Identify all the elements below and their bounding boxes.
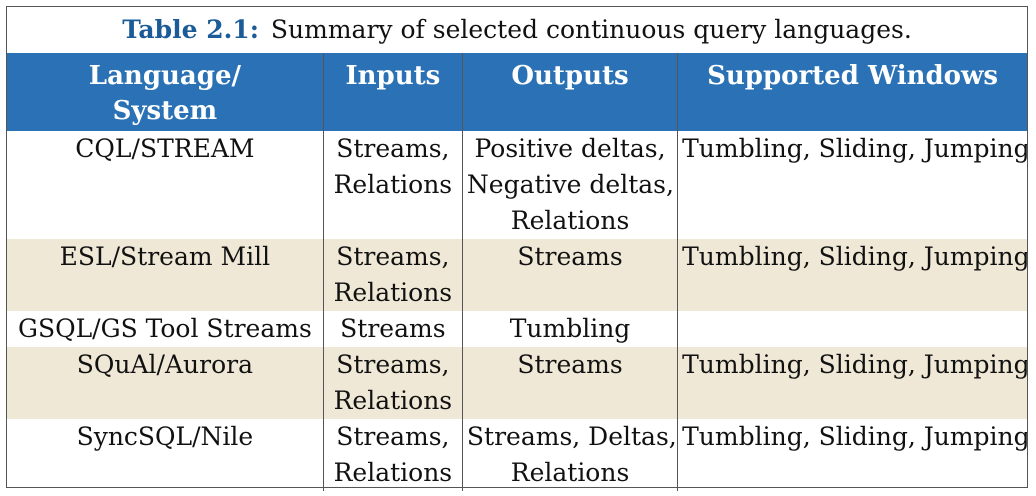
cell-inputs-line: Relations — [333, 278, 453, 307]
cell-outputs-line: Relations — [510, 206, 630, 235]
cell-language: GSQL/GS Tool Streams — [17, 314, 312, 343]
cell-inputs-line: Streams, — [336, 134, 450, 163]
cell-outputs-line: Streams — [517, 242, 623, 271]
table-frame: Table 2.1: Summary of selected continuou… — [6, 6, 1028, 491]
cell-inputs-line: Streams — [340, 314, 446, 343]
cell-outputs: Positive deltas, Negative deltas, Relati… — [461, 131, 678, 239]
cell-windows: Tumbling, Sliding, Jumping — [677, 131, 1027, 239]
cell-windows: Tumbling, Sliding, Jumping — [677, 347, 1027, 419]
header-row: Language/ System Inputs Outputs Supporte… — [7, 53, 1027, 131]
cell-outputs: Streams — [461, 347, 678, 419]
cell-inputs: Streams, Relations — [322, 347, 463, 419]
header-inputs: Inputs — [322, 53, 463, 131]
cell-windows — [677, 311, 1027, 347]
cell-language: SQuAl/Aurora — [7, 347, 324, 419]
cell-language: CQL/STREAM — [75, 134, 255, 163]
cell-outputs-line: Streams, Deltas, — [466, 422, 677, 451]
cell-outputs-line: Relations — [510, 458, 630, 487]
cell-inputs-line: Streams, — [336, 242, 450, 271]
header-language-line1: Language/ — [88, 61, 241, 91]
header-windows: Supported Windows — [677, 53, 1027, 131]
cell-outputs-line: Positive deltas, — [474, 134, 666, 163]
query-languages-table: Language/ System Inputs Outputs Supporte… — [7, 53, 1027, 491]
header-outputs: Outputs — [461, 53, 678, 131]
cell-outputs-line: Streams — [517, 350, 623, 379]
table-row: GSQL/GS Tool Streams Streams Tumbling — [7, 311, 1027, 347]
cell-inputs: Streams, Relations — [322, 131, 463, 239]
caption-text: Summary of selected continuous query lan… — [270, 14, 912, 44]
header-language: Language/ System — [7, 53, 324, 131]
table-caption: Table 2.1: Summary of selected continuou… — [7, 7, 1027, 51]
table-row: ESL/Stream Mill Streams, Relations Strea… — [7, 239, 1027, 311]
table-row: SQuAl/Aurora Streams, Relations Streams … — [7, 347, 1027, 419]
table-row: CQL/STREAM Streams, Relations Positive d… — [7, 131, 1027, 239]
cell-outputs: Streams, Deltas, Relations — [461, 419, 678, 491]
cell-language: SyncSQL/Nile — [76, 422, 254, 451]
cell-outputs-line: Negative deltas, — [466, 170, 674, 199]
caption-label: Table 2.1: — [122, 14, 259, 44]
cell-inputs-line: Streams, — [336, 422, 450, 451]
cell-windows: Tumbling, Sliding, Jumping — [677, 239, 1027, 311]
cell-windows: Tumbling, Sliding, Jumping — [677, 419, 1027, 491]
cell-inputs: Streams, Relations — [322, 239, 463, 311]
cell-inputs: Streams, Relations — [322, 419, 463, 491]
cell-outputs: Tumbling — [461, 311, 678, 347]
header-language-line2: System — [112, 96, 218, 126]
cell-inputs-line: Streams, — [336, 350, 450, 379]
cell-inputs-line: Relations — [333, 458, 453, 487]
cell-inputs-line: Relations — [333, 170, 453, 199]
cell-outputs-line: Tumbling — [509, 314, 631, 343]
cell-inputs: Streams — [322, 311, 463, 347]
cell-language: ESL/Stream Mill — [7, 239, 324, 311]
table-row: SyncSQL/Nile Streams, Relations Streams,… — [7, 419, 1027, 491]
cell-inputs-line: Relations — [333, 386, 453, 415]
cell-outputs: Streams — [461, 239, 678, 311]
